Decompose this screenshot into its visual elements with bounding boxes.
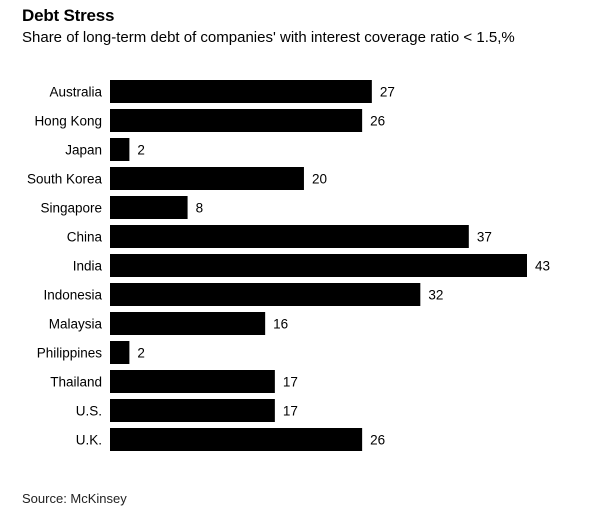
bar-hong-kong bbox=[110, 109, 363, 132]
category-label-malaysia: Malaysia bbox=[49, 317, 103, 332]
chart-title: Debt Stress bbox=[22, 6, 115, 25]
bar-thailand bbox=[110, 370, 275, 393]
category-label-china: China bbox=[67, 230, 103, 245]
category-label-south-korea: South Korea bbox=[27, 172, 103, 187]
value-label-singapore: 8 bbox=[196, 201, 204, 216]
value-label-india: 43 bbox=[535, 259, 550, 274]
bar-china bbox=[110, 225, 469, 248]
category-label-u-s: U.S. bbox=[76, 404, 102, 419]
bar-malaysia bbox=[110, 312, 266, 335]
category-label-u-k: U.K. bbox=[76, 433, 102, 448]
value-label-u-s: 17 bbox=[283, 404, 298, 419]
category-label-hong-kong: Hong Kong bbox=[34, 114, 102, 129]
value-label-malaysia: 16 bbox=[273, 317, 288, 332]
bar-japan bbox=[110, 138, 130, 161]
value-label-china: 37 bbox=[477, 230, 492, 245]
value-label-hong-kong: 26 bbox=[370, 114, 385, 129]
bar-philippines bbox=[110, 341, 130, 364]
bar-chart: Australia 27 Hong Kong 26 Japan 2 South Korea 2… bbox=[27, 80, 550, 451]
category-label-singapore: Singapore bbox=[40, 201, 102, 216]
category-label-philippines: Philippines bbox=[37, 346, 103, 361]
bar-south-korea bbox=[110, 167, 304, 190]
value-label-u-k: 26 bbox=[370, 433, 385, 448]
value-label-japan: 2 bbox=[137, 143, 145, 158]
bar-singapore bbox=[110, 196, 188, 219]
category-label-japan: Japan bbox=[65, 143, 102, 158]
value-label-thailand: 17 bbox=[283, 375, 298, 390]
category-label-thailand: Thailand bbox=[50, 375, 102, 390]
chart-subtitle: Share of long-term debt of companies' wi… bbox=[22, 29, 515, 46]
category-label-indonesia: Indonesia bbox=[43, 288, 102, 303]
category-label-india: India bbox=[73, 259, 103, 274]
bar-australia bbox=[110, 80, 372, 103]
category-label-australia: Australia bbox=[49, 85, 102, 100]
value-label-south-korea: 20 bbox=[312, 172, 327, 187]
bar-india bbox=[110, 254, 527, 277]
value-label-indonesia: 32 bbox=[428, 288, 443, 303]
bar-u-k bbox=[110, 428, 363, 451]
value-label-philippines: 2 bbox=[137, 346, 145, 361]
bar-indonesia bbox=[110, 283, 421, 306]
value-label-australia: 27 bbox=[380, 85, 395, 100]
source-note: Source: McKinsey bbox=[22, 491, 127, 506]
bar-u-s bbox=[110, 399, 275, 422]
